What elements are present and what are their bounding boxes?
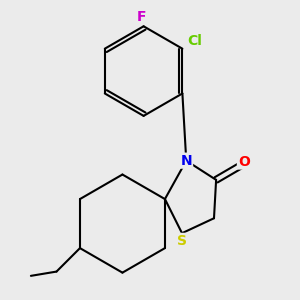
- Text: S: S: [177, 234, 187, 248]
- Text: O: O: [238, 154, 250, 169]
- Text: F: F: [137, 10, 146, 24]
- Text: Cl: Cl: [187, 34, 202, 48]
- Text: N: N: [180, 154, 192, 168]
